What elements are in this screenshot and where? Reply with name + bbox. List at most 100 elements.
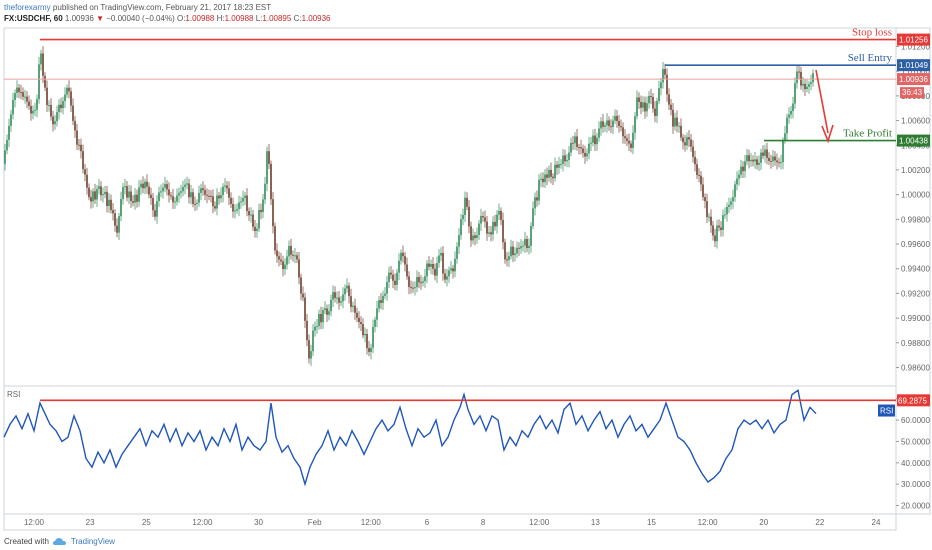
candle-body	[734, 184, 736, 198]
candle-body	[38, 64, 40, 100]
candle-body	[204, 190, 206, 195]
candle-body	[202, 188, 204, 191]
candle-body	[236, 209, 238, 211]
candle-body	[704, 197, 706, 202]
trade-levels[interactable]: Stop loss 1.01256 Sell Entry 1.01049 Take Pr…	[40, 27, 930, 147]
symbol-label[interactable]: FX:USDCHF, 60	[4, 14, 63, 23]
candle-body	[754, 159, 756, 162]
candle-body	[88, 187, 90, 198]
candle-body	[768, 157, 770, 161]
candle-body	[796, 71, 798, 84]
candle-body	[272, 199, 274, 227]
candle-body	[562, 155, 564, 164]
candle-body	[788, 114, 790, 118]
author-link[interactable]: theforexarmy	[4, 3, 51, 12]
candle-body	[748, 155, 750, 162]
candle-body	[214, 206, 216, 209]
candle-body	[396, 272, 398, 285]
high-label: H:	[216, 14, 225, 23]
tradingview-cloud-icon	[52, 537, 66, 545]
candle-body	[434, 268, 436, 276]
candle-body	[184, 184, 186, 187]
candle-body	[706, 201, 708, 218]
candle-body	[610, 126, 612, 128]
candle-body	[426, 263, 428, 277]
candle-body	[104, 191, 106, 195]
time-tick-label-13: 20	[759, 518, 768, 527]
candle-body	[518, 247, 520, 249]
candle-body	[720, 227, 722, 230]
candle-body	[604, 125, 606, 127]
candle-body	[178, 192, 180, 196]
candle-body	[544, 174, 546, 183]
candle-body	[602, 121, 604, 127]
rsi-line	[3, 389, 817, 487]
rsi-level-value: 69.2875	[898, 396, 927, 405]
candle-body	[664, 69, 666, 75]
candle-body	[124, 186, 126, 188]
rsi-tick-label-1: 60.0000	[901, 416, 930, 425]
candle-body	[152, 198, 154, 211]
candle-body	[198, 192, 200, 203]
time-tick-label-1: 23	[86, 518, 95, 527]
candle-body	[742, 166, 744, 172]
rsi-badge-label: RSI	[880, 407, 893, 416]
candle-body	[302, 293, 304, 298]
candle-body	[330, 299, 332, 312]
candle-body	[26, 96, 28, 102]
candle-body	[646, 103, 648, 112]
price-tick-label-0: 1.01200	[901, 43, 930, 52]
candle-body	[122, 187, 124, 200]
candle-body	[326, 308, 328, 315]
candle-body	[698, 175, 700, 177]
candle-body	[666, 74, 668, 95]
candle-body	[464, 197, 466, 216]
candle-body	[568, 152, 570, 161]
price-tick-label-5: 1.00200	[901, 166, 930, 175]
candle-body	[428, 263, 430, 267]
candle-body	[54, 121, 56, 125]
candle-body	[170, 195, 172, 197]
candle-body	[784, 133, 786, 141]
candle-body	[680, 125, 682, 138]
candle-body	[738, 174, 740, 179]
candle-body	[534, 197, 536, 209]
candle-body	[470, 226, 472, 241]
change-down-icon: ▼	[96, 14, 104, 23]
candle-body	[358, 317, 360, 323]
tradingview-link[interactable]: TradingView	[70, 536, 115, 546]
candle-body	[458, 235, 460, 247]
candle-body	[502, 219, 504, 243]
rsi-level-line[interactable]: 69.2875 RSI	[40, 394, 930, 417]
candle-body	[416, 277, 418, 288]
candle-body	[574, 136, 576, 144]
candle-body	[194, 203, 196, 205]
time-tick-label-9: 12:00	[529, 518, 550, 527]
low-value: 1.00895	[262, 14, 292, 23]
candle-body	[282, 261, 284, 270]
candle-body	[456, 246, 458, 259]
candle-body	[376, 308, 378, 320]
candle-body	[138, 187, 140, 202]
candle-body	[616, 115, 618, 121]
candle-body	[812, 73, 814, 83]
candle-body	[60, 104, 62, 109]
candle-body	[92, 191, 94, 202]
candle-body	[594, 135, 596, 145]
candle-body	[102, 194, 104, 196]
take-profit-price-value: 1.00438	[899, 137, 928, 146]
candle-body	[40, 53, 42, 65]
candle-body	[346, 285, 348, 289]
candle-body	[490, 232, 492, 235]
candle-body	[348, 285, 350, 297]
time-axis[interactable]: 12:00 23 25 12:00 30 Feb 12:00 6 8 12:00 13 15 12:00…	[24, 518, 881, 527]
rsi-tick-label-2: 50.0000	[901, 437, 930, 446]
last-price-tag	[897, 73, 930, 86]
candle-body	[406, 264, 408, 277]
candle-body	[572, 142, 574, 144]
forecast-arrow[interactable]	[815, 69, 834, 144]
candle-body	[210, 195, 212, 197]
candle-body	[18, 87, 20, 93]
candle-body	[388, 272, 390, 282]
